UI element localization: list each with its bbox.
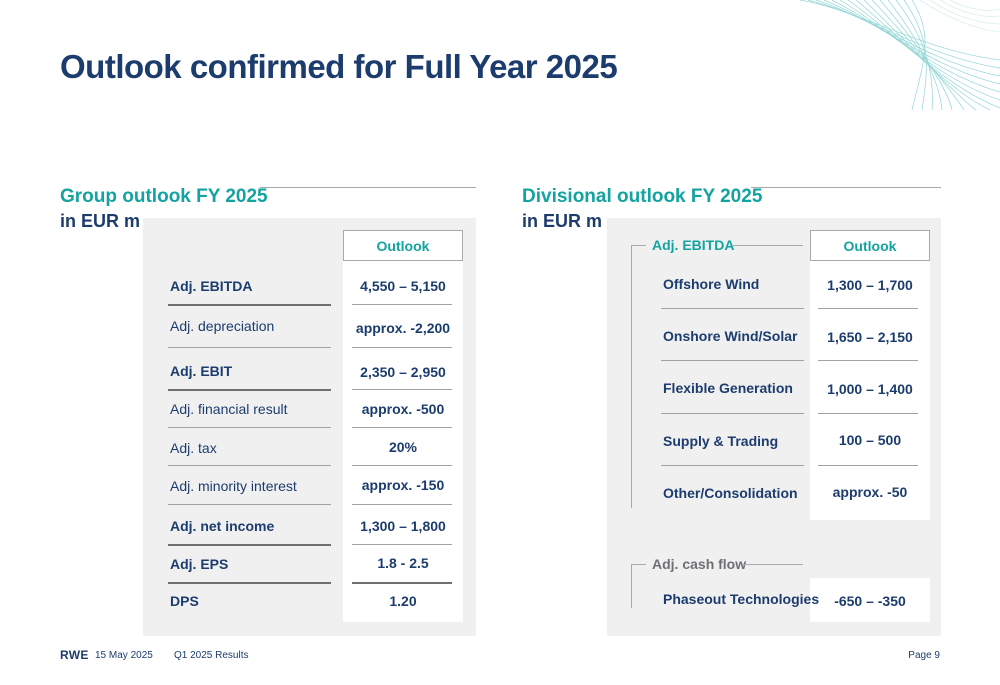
group-value-column <box>343 230 463 622</box>
group-row-label-adj-net-income: Adj. net income <box>170 518 275 534</box>
row-divider <box>168 389 331 391</box>
div-row-label-supply-trading: Supply & Trading <box>663 433 779 449</box>
row-divider <box>168 544 331 546</box>
group-row-label-adj-tax: Adj. tax <box>170 440 217 456</box>
row-divider <box>352 504 452 505</box>
group-row-value-adj-minority-interest: approx. -150 <box>361 477 445 493</box>
cashflow-group-label: Adj. cash flow <box>652 556 747 572</box>
group-row-label-adj-eps: Adj. EPS <box>170 556 229 572</box>
group-row-value-adj-financial-result: approx. -500 <box>361 401 445 417</box>
group-heading-rule <box>260 187 476 188</box>
group-row-value-adj-ebitda: 4,550 – 5,150 <box>360 278 446 294</box>
row-divider <box>352 544 452 545</box>
div-row-value-flexible-generation: 1,000 – 1,400 <box>827 381 913 397</box>
footer-page-number: Page 9 <box>908 650 940 661</box>
group-row-value-adj-eps: 1.8 - 2.5 <box>377 555 429 571</box>
div-row-label-flexible-generation: Flexible Generation <box>663 380 793 396</box>
ebitda-group-bracket <box>631 245 632 508</box>
row-divider <box>168 582 331 584</box>
divisional-outlook-heading: Divisional outlook FY 2025 <box>522 186 763 207</box>
row-divider <box>661 413 804 414</box>
footer-date: 15 May 2025 <box>95 650 153 661</box>
row-divider <box>352 304 452 305</box>
div-row-label-other-consolidation: Other/Consolidation <box>663 485 798 501</box>
row-divider <box>352 389 452 390</box>
div-row-value-onshore-wind-solar: 1,650 – 2,150 <box>827 329 913 345</box>
div-row-value-supply-trading: 100 – 500 <box>838 432 902 448</box>
row-divider <box>168 347 331 348</box>
row-divider <box>661 465 804 466</box>
row-divider <box>168 504 331 505</box>
div-row-label-onshore-wind-solar: Onshore Wind/Solar <box>663 328 798 344</box>
decorative-wave-lines <box>799 0 1000 110</box>
group-row-value-adj-tax: 20% <box>388 439 418 455</box>
rwe-logo: RWE <box>60 648 89 662</box>
group-row-value-adj-net-income: 1,300 – 1,800 <box>360 518 446 534</box>
footer-document-name: Q1 2025 Results <box>174 650 249 661</box>
row-divider <box>352 582 452 584</box>
div-row-label-offshore-wind: Offshore Wind <box>663 276 760 292</box>
row-divider <box>168 304 331 306</box>
group-row-label-adj-depreciation: Adj. depreciation <box>170 318 275 334</box>
divisional-value-column <box>810 230 930 520</box>
div-row-label-phaseout-technologies: Phaseout Technologies <box>663 591 820 607</box>
ebitda-group-bracket-top <box>631 245 646 246</box>
group-row-label-adj-ebitda: Adj. EBITDA <box>170 278 253 294</box>
row-divider <box>168 465 331 466</box>
row-divider <box>818 308 918 309</box>
row-divider <box>661 360 804 361</box>
divisional-heading-rule <box>751 187 941 188</box>
group-row-label-adj-ebit: Adj. EBIT <box>170 363 233 379</box>
div-row-value-other-consolidation: approx. -50 <box>832 484 908 500</box>
row-divider <box>661 308 804 309</box>
ebitda-group-label-rule <box>733 245 803 246</box>
row-divider <box>352 427 452 428</box>
group-row-label-adj-financial-result: Adj. financial result <box>170 401 288 417</box>
cashflow-group-label-rule <box>742 564 803 565</box>
divisional-outlook-column-header: Outlook <box>810 230 930 261</box>
div-row-value-phaseout-technologies: -650 – -350 <box>834 593 906 609</box>
row-divider <box>352 347 452 348</box>
group-outlook-unit: in EUR m <box>60 211 141 231</box>
group-row-label-dps: DPS <box>170 593 199 609</box>
group-row-value-adj-ebit: 2,350 – 2,950 <box>360 364 446 380</box>
row-divider <box>818 360 918 361</box>
divisional-outlook-unit: in EUR m <box>522 211 603 231</box>
div-row-value-offshore-wind: 1,300 – 1,700 <box>827 277 913 293</box>
group-outlook-column-header: Outlook <box>343 230 463 261</box>
group-row-value-adj-depreciation: approx. -2,200 <box>355 320 451 336</box>
group-row-value-dps: 1.20 <box>389 593 417 609</box>
row-divider <box>352 465 452 466</box>
ebitda-group-label: Adj. EBITDA <box>652 237 735 253</box>
cashflow-value-cell <box>810 578 930 622</box>
page-title: Outlook confirmed for Full Year 2025 <box>60 48 618 85</box>
cashflow-group-bracket-top <box>631 564 646 565</box>
cashflow-group-bracket <box>631 564 632 608</box>
row-divider <box>168 427 331 428</box>
group-row-label-adj-minority-interest: Adj. minority interest <box>170 478 297 494</box>
row-divider <box>818 413 918 414</box>
row-divider <box>818 465 918 466</box>
group-outlook-heading: Group outlook FY 2025 <box>60 186 268 207</box>
